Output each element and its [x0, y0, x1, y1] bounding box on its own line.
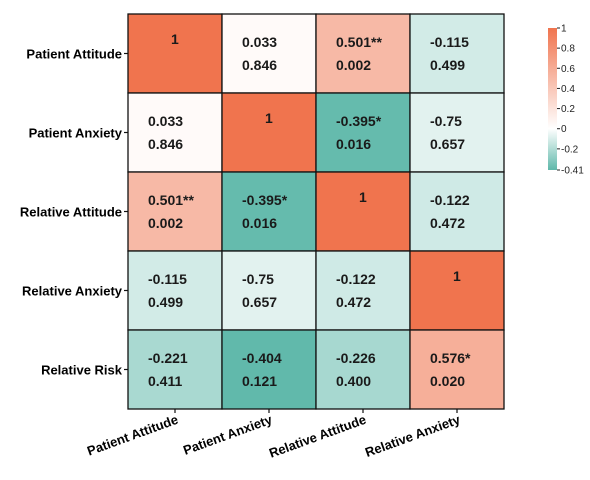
heatmap-cell-r3-c0: [127, 250, 223, 331]
heatmap-cell-r4-c2: [315, 329, 411, 410]
cell-coefficient: -0.395*: [336, 113, 382, 129]
heatmap-cell-r0-c0: [127, 13, 223, 94]
colorbar-tick-label: -0.2: [561, 144, 579, 155]
cell-coefficient: -0.75: [430, 113, 462, 129]
heatmap-cell-r3-c3: [409, 250, 505, 331]
row-label: Relative Risk: [41, 363, 123, 378]
colorbar-tick-label: 0: [561, 124, 567, 135]
cell-p-value: 0.020: [430, 373, 465, 389]
colorbar-tick-label: 0.6: [561, 64, 575, 75]
column-label: Relative Anxiety: [363, 411, 463, 460]
cell-coefficient: -0.122: [430, 192, 470, 208]
cell-p-value: 0.657: [430, 136, 465, 152]
row-label: Relative Anxiety: [22, 284, 123, 299]
cell-p-value: 0.121: [242, 373, 277, 389]
colorbar-tick-label: 0.8: [561, 44, 575, 55]
heatmap-cell-r4-c1: [221, 329, 317, 410]
cell-p-value: 0.002: [148, 215, 183, 231]
heatmap-cell-r2-c0: [127, 171, 223, 252]
heatmap-cell-r3-c1: [221, 250, 317, 331]
row-label: Patient Anxiety: [29, 126, 123, 141]
heatmap-cells: 1 0.033 0.846 0.501** 0.002 -0.115 0.499 0.033 0…: [127, 13, 505, 410]
colorbar-gradient: [548, 28, 557, 170]
cell-p-value: 0.016: [336, 136, 371, 152]
cell-p-value: 0.846: [242, 57, 277, 73]
heatmap-cell-r0-c3: [409, 13, 505, 94]
cell-coefficient: -0.115: [430, 34, 469, 50]
cell-coefficient: -0.75: [242, 271, 274, 287]
cell-p-value: 0.846: [148, 136, 183, 152]
row-label: Relative Attitude: [20, 205, 122, 220]
cell-coefficient: 1: [359, 189, 367, 205]
colorbar-tick-label: 1: [561, 24, 567, 35]
heatmap-cell-r1-c0: [127, 92, 223, 173]
heatmap-cell-r1-c2: [315, 92, 411, 173]
row-label: Patient Attitude: [26, 47, 122, 62]
cell-coefficient: -0.221: [148, 350, 188, 366]
column-label: Relative Attitude: [267, 412, 368, 461]
cell-coefficient: 0.033: [148, 113, 183, 129]
cell-coefficient: 1: [171, 31, 179, 47]
column-label: Patient Anxiety: [181, 411, 275, 457]
cell-coefficient: 0.501**: [148, 192, 194, 208]
heatmap-cell-r4-c0: [127, 329, 223, 410]
colorbar-tick-label: 0.2: [561, 104, 575, 115]
cell-coefficient: -0.404: [242, 350, 282, 366]
cell-coefficient: -0.226: [336, 350, 376, 366]
heatmap-cell-r3-c2: [315, 250, 411, 331]
heatmap-cell-r2-c1: [221, 171, 317, 252]
colorbar: 1 0.8 0.6 0.4 0.2 0 -0.2 -0.41: [548, 24, 584, 177]
cell-coefficient: 0.576*: [430, 350, 471, 366]
cell-p-value: 0.400: [336, 373, 371, 389]
column-label: Patient Attitude: [85, 412, 180, 459]
heatmap-cell-r0-c2: [315, 13, 411, 94]
colorbar-tick-label: 0.4: [561, 84, 575, 95]
cell-p-value: 0.002: [336, 57, 371, 73]
heatmap-cell-r2-c2: [315, 171, 411, 252]
heatmap-cell-r1-c3: [409, 92, 505, 173]
cell-p-value: 0.472: [336, 294, 371, 310]
cell-coefficient: 1: [265, 110, 273, 126]
cell-p-value: 0.016: [242, 215, 277, 231]
cell-p-value: 0.472: [430, 215, 465, 231]
heatmap-cell-r2-c3: [409, 171, 505, 252]
cell-p-value: 0.411: [148, 373, 182, 389]
heatmap-cell-r0-c1: [221, 13, 317, 94]
cell-coefficient: -0.122: [336, 271, 376, 287]
cell-p-value: 0.499: [430, 57, 465, 73]
cell-coefficient: -0.115: [148, 271, 187, 287]
heatmap-cell-r1-c1: [221, 92, 317, 173]
cell-coefficient: 0.033: [242, 34, 277, 50]
cell-p-value: 0.657: [242, 294, 277, 310]
cell-coefficient: 0.501**: [336, 34, 382, 50]
heatmap-cell-r4-c3: [409, 329, 505, 410]
colorbar-tick-label: -0.41: [561, 166, 584, 177]
cell-coefficient: -0.395*: [242, 192, 288, 208]
cell-coefficient: 1: [453, 268, 461, 284]
cell-p-value: 0.499: [148, 294, 183, 310]
